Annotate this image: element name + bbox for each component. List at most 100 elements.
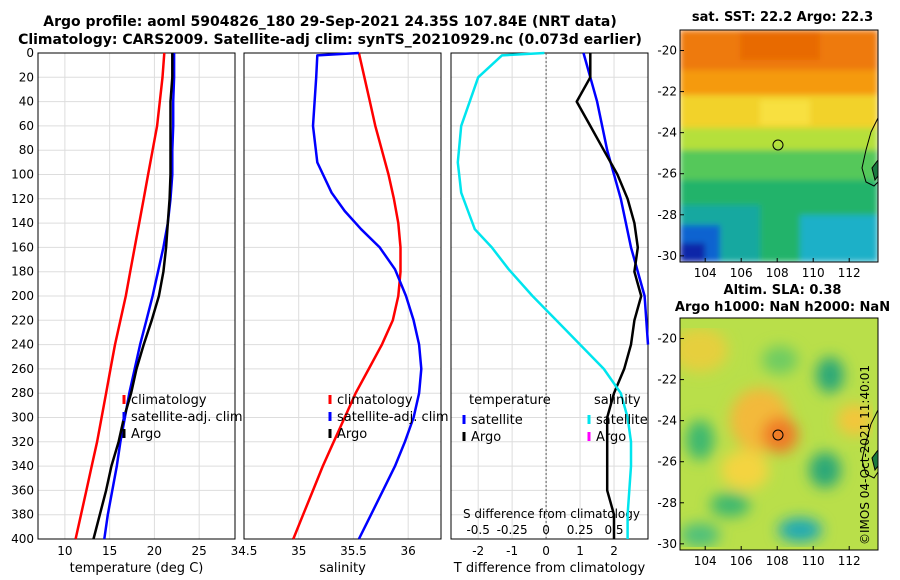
s-difference-tick: -0.25 xyxy=(497,523,528,537)
y-tick-label: 120 xyxy=(11,192,34,206)
y-tick-label: 260 xyxy=(11,362,34,376)
x-tick-label: 35 xyxy=(291,544,306,558)
x-tick-label: 1 xyxy=(576,544,584,558)
map-y-tick-label: -24 xyxy=(657,414,677,428)
map-y-tick-label: -20 xyxy=(657,44,677,58)
sst-float-marker xyxy=(772,139,784,151)
y-tick-label: 60 xyxy=(19,119,34,133)
x-tick-label: 36 xyxy=(401,544,416,558)
x-tick-label: 2 xyxy=(610,544,618,558)
map-x-tick-label: 110 xyxy=(802,554,825,568)
y-tick-label: 400 xyxy=(11,532,34,546)
y-tick-label: 200 xyxy=(11,289,34,303)
series-line-temperature-argo xyxy=(575,53,643,539)
title-line-2: Climatology: CARS2009. Satellite-adj cli… xyxy=(18,32,642,48)
x-tick-label: -1 xyxy=(506,544,518,558)
sla-map-title-line-2: Argo h1000: NaN h2000: NaN xyxy=(674,300,891,315)
axes-frame xyxy=(37,52,236,540)
x-axis-label: temperature (deg C) xyxy=(70,561,204,576)
map-x-tick-label: 106 xyxy=(730,554,753,568)
legend-label: climatology xyxy=(131,393,207,408)
map-x-tick-label: 108 xyxy=(766,266,789,280)
legend-label: satellite-adj. clim xyxy=(337,410,449,425)
s-difference-tick: -0.5 xyxy=(466,523,489,537)
y-tick-label: 240 xyxy=(11,338,34,352)
sla-map: -20 -22 -24 -26 -28 -30 104 106 108 110 112 xyxy=(657,317,879,568)
legend-label: climatology xyxy=(337,393,413,408)
chart-panel-difference: -2 -1 0 1 2 T difference from climatology S di… xyxy=(450,51,650,576)
series-line-satellite-adj-clim xyxy=(103,53,176,540)
legend-label: Argo xyxy=(131,427,161,442)
sst-map-title: sat. SST: 22.2 Argo: 22.3 xyxy=(691,10,874,25)
map-x-tick-label: 112 xyxy=(838,554,861,568)
map-y-tick-label: -28 xyxy=(657,496,677,510)
series-line-temperature-satellite xyxy=(582,52,650,345)
y-tick-label: 360 xyxy=(11,483,34,497)
map-x-tick-label: 104 xyxy=(694,266,717,280)
map-y-tick-label: -30 xyxy=(657,537,677,551)
chart-panel-salinity: 34.5 35 35.5 36 salinity climatology satellite… xyxy=(231,51,449,576)
map-y-tick-label: -26 xyxy=(657,167,677,181)
sla-float-marker xyxy=(772,429,784,441)
y-tick-label: 220 xyxy=(11,313,34,327)
x-tick-label: -2 xyxy=(472,544,484,558)
map-y-tick-label: -20 xyxy=(657,332,677,346)
map-y-tick-label: -22 xyxy=(657,373,677,387)
x-tick-label: 10 xyxy=(57,544,72,558)
map-x-tick-label: 112 xyxy=(838,266,861,280)
sst-map: -20 -22 -24 -26 -28 -30 104 106 108 110 112 xyxy=(657,29,879,280)
map-y-tick-label: -24 xyxy=(657,126,677,140)
map-x-tick-label: 104 xyxy=(694,554,717,568)
chart-panel-temperature: 10 15 20 25 0 20 40 60 80 100 120 140 160 180 200 220 24… xyxy=(11,46,243,576)
map-x-tick-label: 106 xyxy=(730,266,753,280)
series-line-climatology xyxy=(74,52,166,540)
legend-label: Argo xyxy=(471,430,501,445)
y-tick-label: 40 xyxy=(19,95,34,109)
x-axis-label: salinity xyxy=(319,561,366,576)
s-difference-tick: 0.25 xyxy=(567,523,594,537)
x-axis-label: T difference from climatology xyxy=(453,561,646,576)
series-line-satellite-adj-clim xyxy=(311,51,423,540)
y-tick-label: 280 xyxy=(11,386,34,400)
s-difference-label: S difference from climatology xyxy=(463,507,640,521)
x-tick-label: 15 xyxy=(102,544,117,558)
y-tick-label: 380 xyxy=(11,508,34,522)
legend-label: satellite-adj. clim xyxy=(131,410,243,425)
y-tick-label: 80 xyxy=(19,143,34,157)
x-tick-label: 35.5 xyxy=(340,544,367,558)
x-tick-label: 20 xyxy=(147,544,162,558)
x-tick-label: 0 xyxy=(542,544,550,558)
series-line-argo xyxy=(92,53,174,540)
series-line-salinity-satellite xyxy=(456,51,633,539)
title-line-1: Argo profile: aoml 5904826_180 29-Sep-20… xyxy=(43,14,617,30)
map-y-tick-label: -28 xyxy=(657,208,677,222)
legend-label: Argo xyxy=(337,427,367,442)
y-tick-label: 20 xyxy=(19,70,34,84)
legend-label: satellite xyxy=(471,413,523,428)
y-tick-label: 160 xyxy=(11,240,34,254)
y-tick-label: 340 xyxy=(11,459,34,473)
series-line-climatology xyxy=(292,52,402,540)
s-difference-tick: 0 xyxy=(542,523,550,537)
x-tick-label: 34.5 xyxy=(231,544,258,558)
x-tick-label: 25 xyxy=(192,544,207,558)
y-tick-label: 140 xyxy=(11,216,34,230)
y-tick-label: 0 xyxy=(26,46,34,60)
map-y-tick-label: -22 xyxy=(657,85,677,99)
map-y-tick-label: -26 xyxy=(657,455,677,469)
map-y-tick-label: -30 xyxy=(657,249,677,263)
axes-frame xyxy=(450,52,649,540)
y-tick-label: 180 xyxy=(11,265,34,279)
y-tick-label: 320 xyxy=(11,435,34,449)
sla-map-title-line-1: Altim. SLA: 0.38 xyxy=(723,283,842,298)
legend-label: Argo xyxy=(596,430,626,445)
legend-header-salinity: salinity xyxy=(594,393,641,408)
imos-credit: ©IMOS 04-Oct-2021 11:40:01 xyxy=(858,364,872,545)
y-tick-label: 100 xyxy=(11,168,34,182)
legend-header-temperature: temperature xyxy=(469,393,551,408)
legend-label: satellite xyxy=(596,413,648,428)
map-x-tick-label: 108 xyxy=(766,554,789,568)
y-tick-label: 300 xyxy=(11,411,34,425)
map-x-tick-label: 110 xyxy=(802,266,825,280)
